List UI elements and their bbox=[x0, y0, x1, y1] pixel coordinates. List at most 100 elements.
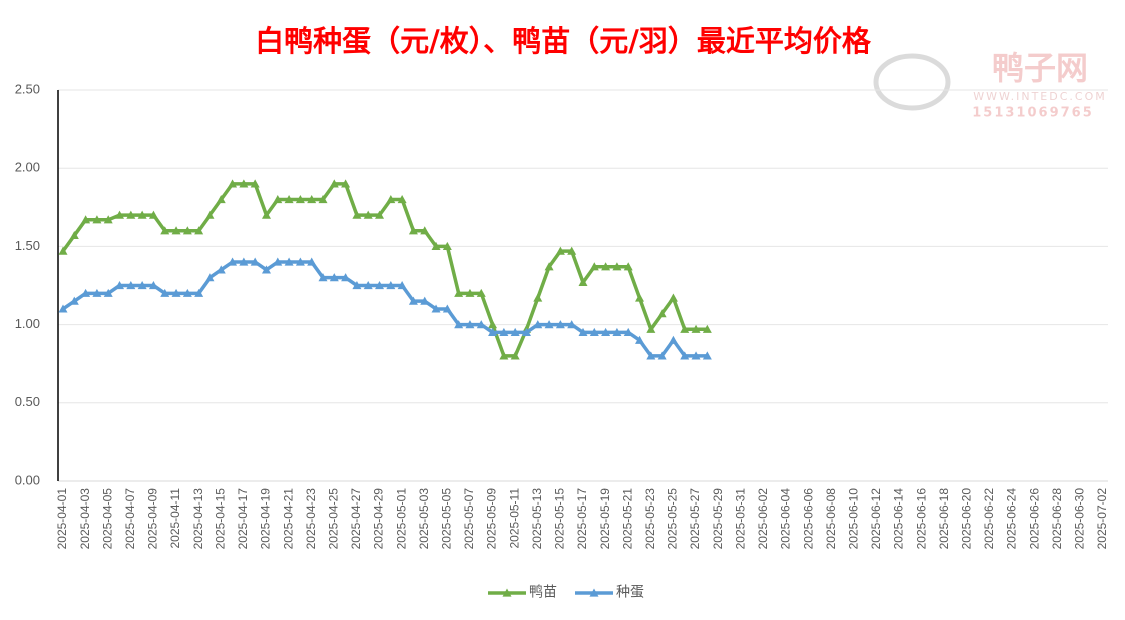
point-marker bbox=[589, 327, 599, 337]
x-tick-label: 2025-05-21 bbox=[620, 488, 634, 550]
watermark: 鸭子网 WWW.INTEDC.COM 15131069765 bbox=[873, 49, 1106, 121]
point-marker bbox=[555, 246, 565, 255]
point-marker bbox=[397, 281, 407, 290]
point-marker bbox=[69, 230, 79, 240]
x-tick-label: 2025-04-27 bbox=[349, 488, 363, 550]
x-tick-label: 2025-05-31 bbox=[733, 488, 747, 550]
point-marker bbox=[668, 293, 678, 302]
point-marker bbox=[680, 324, 690, 333]
point-marker bbox=[533, 293, 543, 302]
series-line bbox=[62, 260, 708, 358]
point-marker bbox=[465, 288, 475, 297]
point-marker bbox=[273, 257, 283, 266]
y-tick-label: 0.00 bbox=[15, 472, 40, 487]
legend-marker bbox=[502, 588, 512, 597]
series-line bbox=[61, 182, 708, 358]
point-marker bbox=[612, 327, 622, 337]
point-marker bbox=[250, 179, 260, 188]
legend-label: 种蛋 bbox=[616, 584, 644, 600]
point-marker bbox=[635, 335, 645, 344]
chart-title: 白鸭种蛋（元/枚）、鸭苗（元/羽）最近平均价格 bbox=[255, 24, 872, 58]
x-tick-label: 2025-06-20 bbox=[960, 488, 974, 550]
x-tick-label: 2025-06-24 bbox=[1005, 488, 1019, 550]
point-marker bbox=[239, 179, 249, 188]
point-marker bbox=[544, 262, 554, 271]
point-marker bbox=[567, 320, 577, 329]
point-marker bbox=[341, 273, 351, 282]
point-marker bbox=[103, 288, 113, 297]
point-marker bbox=[148, 281, 158, 290]
x-tick-label: 2025-04-17 bbox=[236, 488, 250, 550]
x-tick-label: 2025-04-11 bbox=[168, 488, 182, 549]
point-marker bbox=[578, 327, 588, 337]
point-marker bbox=[194, 288, 204, 297]
point-marker bbox=[567, 246, 577, 255]
x-tick-label: 2025-05-15 bbox=[553, 488, 567, 550]
point-marker bbox=[454, 320, 464, 329]
x-tick-label: 2025-05-25 bbox=[666, 488, 680, 550]
point-marker bbox=[261, 210, 271, 219]
point-marker bbox=[160, 288, 170, 297]
x-tick-label: 2025-05-05 bbox=[440, 488, 454, 550]
x-tick-label: 2025-05-03 bbox=[417, 488, 431, 550]
point-marker bbox=[329, 179, 339, 188]
point-marker bbox=[329, 273, 339, 282]
point-marker bbox=[420, 296, 430, 305]
point-marker bbox=[601, 262, 611, 271]
x-tick-label: 2025-05-19 bbox=[598, 488, 612, 550]
point-marker bbox=[58, 304, 68, 313]
point-marker bbox=[657, 309, 667, 318]
x-tick-label: 2025-06-12 bbox=[869, 488, 883, 550]
x-tick-label: 2025-06-04 bbox=[779, 488, 793, 550]
point-marker bbox=[228, 257, 238, 266]
x-tick-label: 2025-04-15 bbox=[213, 488, 227, 550]
x-tick-label: 2025-06-30 bbox=[1073, 488, 1087, 550]
point-marker bbox=[363, 281, 373, 290]
point-marker bbox=[375, 210, 385, 219]
point-marker bbox=[488, 327, 498, 337]
point-marker bbox=[646, 351, 656, 360]
x-tick-label: 2025-06-10 bbox=[846, 488, 860, 550]
x-tick-label: 2025-05-27 bbox=[688, 488, 702, 550]
point-marker bbox=[386, 281, 396, 290]
point-marker bbox=[420, 226, 430, 235]
point-marker bbox=[205, 210, 215, 219]
point-marker bbox=[318, 194, 328, 204]
point-marker bbox=[375, 281, 385, 290]
point-marker bbox=[103, 215, 113, 224]
point-marker bbox=[386, 194, 396, 204]
x-tick-label: 2025-04-07 bbox=[123, 488, 137, 550]
point-marker bbox=[488, 320, 498, 329]
point-marker bbox=[137, 281, 147, 290]
x-tick-label: 2025-04-09 bbox=[146, 488, 160, 550]
point-marker bbox=[171, 288, 181, 297]
point-marker bbox=[295, 194, 305, 204]
y-tick-label: 0.50 bbox=[15, 394, 40, 409]
point-marker bbox=[363, 210, 373, 219]
legend-label: 鸭苗 bbox=[529, 584, 557, 600]
point-marker bbox=[194, 226, 204, 235]
point-marker bbox=[92, 288, 102, 297]
point-marker bbox=[431, 304, 441, 313]
point-marker bbox=[92, 215, 102, 224]
point-marker bbox=[635, 293, 645, 302]
point-marker bbox=[431, 241, 441, 250]
point-marker bbox=[352, 281, 362, 290]
point-marker bbox=[352, 210, 362, 219]
point-marker bbox=[691, 324, 701, 333]
point-marker bbox=[126, 210, 136, 219]
x-tick-label: 2025-05-29 bbox=[711, 488, 725, 550]
point-marker bbox=[612, 262, 622, 271]
y-tick-label: 2.50 bbox=[15, 81, 40, 96]
watermark-url: WWW.INTEDC.COM bbox=[973, 90, 1106, 103]
point-marker bbox=[510, 351, 520, 360]
x-tick-label: 2025-06-22 bbox=[982, 488, 996, 550]
x-tick-label: 2025-05-07 bbox=[462, 488, 476, 550]
point-marker bbox=[510, 327, 520, 337]
point-marker bbox=[137, 210, 147, 219]
x-tick-label: 2025-05-13 bbox=[530, 488, 544, 550]
x-tick-label: 2025-05-01 bbox=[394, 488, 408, 550]
point-marker bbox=[126, 281, 136, 290]
point-marker bbox=[442, 304, 452, 313]
point-marker bbox=[115, 281, 125, 290]
